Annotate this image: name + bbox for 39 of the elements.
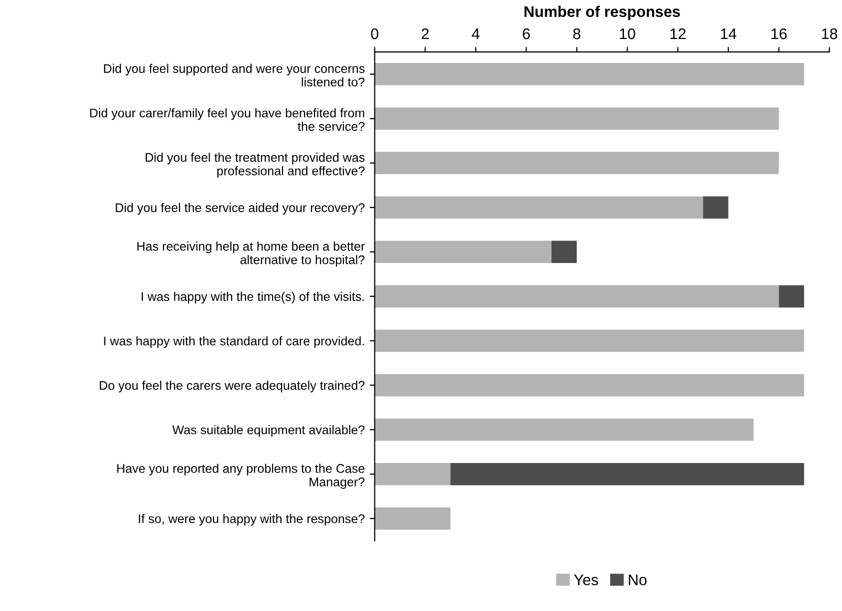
bar <box>374 374 804 396</box>
x-tick-label: 8 <box>573 28 580 40</box>
bar <box>374 63 804 86</box>
x-tick-label: 18 <box>822 28 838 40</box>
x-tick-label: 0 <box>371 28 378 40</box>
bar <box>374 462 450 486</box>
y-tick-label: If so, were you happy with the response? <box>138 514 365 526</box>
x-tick-label: 6 <box>522 28 530 40</box>
bar <box>703 196 728 219</box>
bar <box>778 285 804 308</box>
bar <box>374 152 779 174</box>
bar <box>374 240 552 264</box>
y-tick-label: Has receiving help at home been a better alternative to hospital? <box>137 242 365 267</box>
legend-label: No <box>628 574 647 586</box>
y-tick-label: Did you feel the treatment provided was professional and effective? <box>146 152 365 178</box>
bar <box>552 240 577 264</box>
bar <box>374 285 779 308</box>
y-tick-label: I was happy with the standard of care provided. <box>104 336 364 348</box>
x-tick-label: 2 <box>422 28 429 40</box>
y-tick-label: Have you reported any problems to the Case Manager? <box>117 464 365 489</box>
bar <box>450 462 804 486</box>
x-tick-label: 12 <box>670 28 686 40</box>
y-tick-label: Was suitable equipment available? <box>172 425 365 437</box>
legend-label: Yes <box>574 574 598 586</box>
bar <box>374 507 450 530</box>
y-tick-label: I was happy with the time(s) of the visits. <box>142 292 364 304</box>
y-tick-label: Did you feel supported and were your concerns listened to? <box>104 64 365 86</box>
x-tick-label: 10 <box>620 28 636 40</box>
bar <box>374 107 779 130</box>
x-axis-title: Number of responses <box>524 6 680 20</box>
x-tick-label: 16 <box>772 28 787 40</box>
bar <box>374 330 804 352</box>
bar <box>374 196 704 219</box>
y-tick-label: Do you feel the carers were adequately trained? <box>100 380 365 392</box>
x-tick-label: 4 <box>472 28 480 40</box>
y-tick-label: Did your carer/family feel you have benefited from the service? <box>90 108 365 131</box>
x-tick-label: 14 <box>721 28 736 40</box>
y-tick-label: Did you feel the service aided your recovery? <box>116 202 365 215</box>
bar <box>374 418 754 441</box>
